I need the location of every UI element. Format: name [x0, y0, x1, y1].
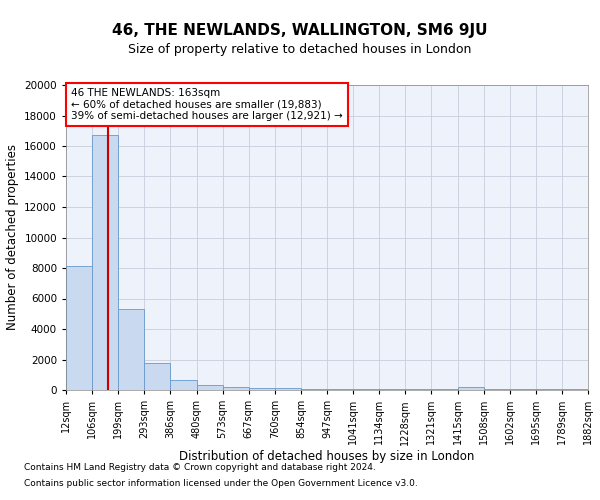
Bar	[118, 309, 145, 390]
Bar	[66, 266, 92, 390]
Bar	[458, 388, 484, 390]
Bar	[92, 136, 118, 390]
Bar	[145, 364, 170, 390]
Y-axis label: Number of detached properties: Number of detached properties	[5, 144, 19, 330]
Bar	[197, 385, 223, 390]
Text: 46 THE NEWLANDS: 163sqm
← 60% of detached houses are smaller (19,883)
39% of sem: 46 THE NEWLANDS: 163sqm ← 60% of detache…	[71, 88, 343, 121]
Bar	[301, 388, 327, 390]
Bar	[406, 389, 431, 390]
Bar	[327, 389, 353, 390]
Bar	[275, 388, 301, 390]
Bar	[353, 389, 379, 390]
Bar	[223, 387, 249, 390]
Bar	[249, 388, 275, 390]
Text: Contains public sector information licensed under the Open Government Licence v3: Contains public sector information licen…	[24, 478, 418, 488]
Bar	[379, 389, 406, 390]
Bar	[170, 380, 197, 390]
Bar	[562, 389, 588, 390]
Bar	[431, 389, 458, 390]
Text: Size of property relative to detached houses in London: Size of property relative to detached ho…	[128, 42, 472, 56]
Text: Contains HM Land Registry data © Crown copyright and database right 2024.: Contains HM Land Registry data © Crown c…	[24, 464, 376, 472]
X-axis label: Distribution of detached houses by size in London: Distribution of detached houses by size …	[179, 450, 475, 463]
Text: 46, THE NEWLANDS, WALLINGTON, SM6 9JU: 46, THE NEWLANDS, WALLINGTON, SM6 9JU	[112, 22, 488, 38]
Bar	[536, 389, 562, 390]
Bar	[484, 389, 510, 390]
Bar	[510, 389, 536, 390]
